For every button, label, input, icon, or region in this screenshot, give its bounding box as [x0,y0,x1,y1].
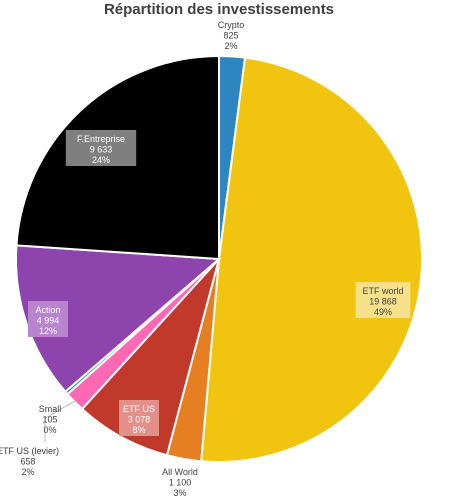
data-label-box-f-entreprise [65,130,137,166]
data-label-crypto-name: Crypto [218,20,245,30]
data-label-box-etf-world [355,282,411,318]
data-label-action-percent: 12% [39,326,57,336]
data-label-all-world-value: 1 100 [169,478,192,488]
data-label-box-etf-us [119,400,159,436]
data-label-small-name: Small [39,404,62,414]
data-label-f-entreprise-percent: 24% [92,155,110,165]
data-label-small-value: 105 [42,415,57,425]
leader-line-etf-us-levier [44,399,77,442]
data-label-etf-world-name: ETF world [362,286,403,296]
data-label-crypto-percent: 2% [224,41,237,51]
data-label-f-entreprise-value: 9 633 [90,145,113,155]
data-label-f-entreprise-name: F.Entreprise [77,134,125,144]
leader-lines [44,399,77,442]
data-label-box-action [28,301,68,337]
data-label-etf-us-value: 3 078 [128,415,151,425]
data-label-all-world-percent: 3% [173,488,186,498]
data-label-etf-us-levier-percent: 2% [21,467,34,477]
data-label-etf-world-percent: 49% [374,307,392,317]
chart-title: Répartition des investissements [104,1,334,18]
pie-slices [15,54,423,463]
data-label-etf-us-levier-name: ETF US (levier) [0,446,59,456]
data-label-etf-world-value: 19 868 [369,297,397,307]
data-label-etf-us-levier-value: 658 [20,457,35,467]
data-label-action-name: Action [35,305,60,315]
pie-slice-etf-us [80,258,220,457]
data-label-etf-us-percent: 8% [132,425,145,435]
data-label-etf-us-name: ETF US [123,404,155,414]
data-label-crypto-value: 825 [223,31,238,41]
pie-slice-action [15,244,222,394]
pie-slice-etf-world [200,56,423,463]
data-label-action-value: 4 994 [37,316,60,326]
data-label-all-world-name: All World [162,467,198,477]
data-label-small-percent: 0% [43,425,56,435]
